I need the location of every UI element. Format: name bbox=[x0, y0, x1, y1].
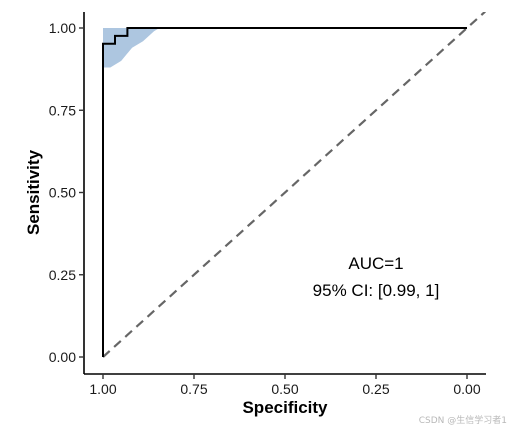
x-tick-label: 0.00 bbox=[453, 381, 480, 397]
y-tick-label: 0.00 bbox=[49, 349, 76, 365]
y-tick-label: 0.50 bbox=[49, 185, 76, 201]
reference-diagonal-line bbox=[102, 12, 486, 358]
y-tick-label: 0.75 bbox=[49, 102, 76, 118]
ci-annotation: 95% CI: [0.99, 1] bbox=[313, 281, 440, 300]
x-tick-label: 0.25 bbox=[362, 381, 389, 397]
x-tick-label: 0.50 bbox=[271, 381, 298, 397]
auc-annotation: AUC=1 bbox=[348, 254, 403, 273]
x-tick-label: 0.75 bbox=[180, 381, 207, 397]
plot-area bbox=[102, 12, 486, 358]
x-tick-label: 1.00 bbox=[89, 381, 116, 397]
watermark-text: CSDN @生信学习者1 bbox=[419, 414, 507, 426]
roc-curve-line bbox=[102, 27, 467, 357]
y-axis-ticks: 0.00 0.25 0.50 0.75 1.00 bbox=[49, 20, 84, 365]
x-axis-ticks: 1.00 0.75 0.50 0.25 0.00 bbox=[89, 374, 481, 397]
y-tick-label: 0.25 bbox=[49, 267, 76, 283]
x-axis-title: Specificity bbox=[242, 398, 328, 417]
y-tick-label: 1.00 bbox=[49, 20, 76, 36]
confidence-interval-band bbox=[103, 28, 160, 68]
y-axis-title: Sensitivity bbox=[24, 149, 43, 235]
